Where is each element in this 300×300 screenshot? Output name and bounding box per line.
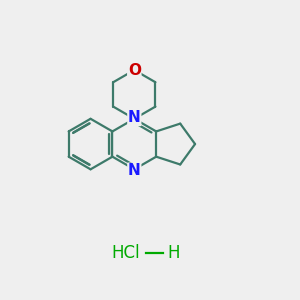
Text: HCl: HCl [111,244,140,262]
Text: N: N [128,163,141,178]
Text: H: H [168,244,180,262]
Text: O: O [128,62,141,77]
Text: N: N [128,110,141,125]
